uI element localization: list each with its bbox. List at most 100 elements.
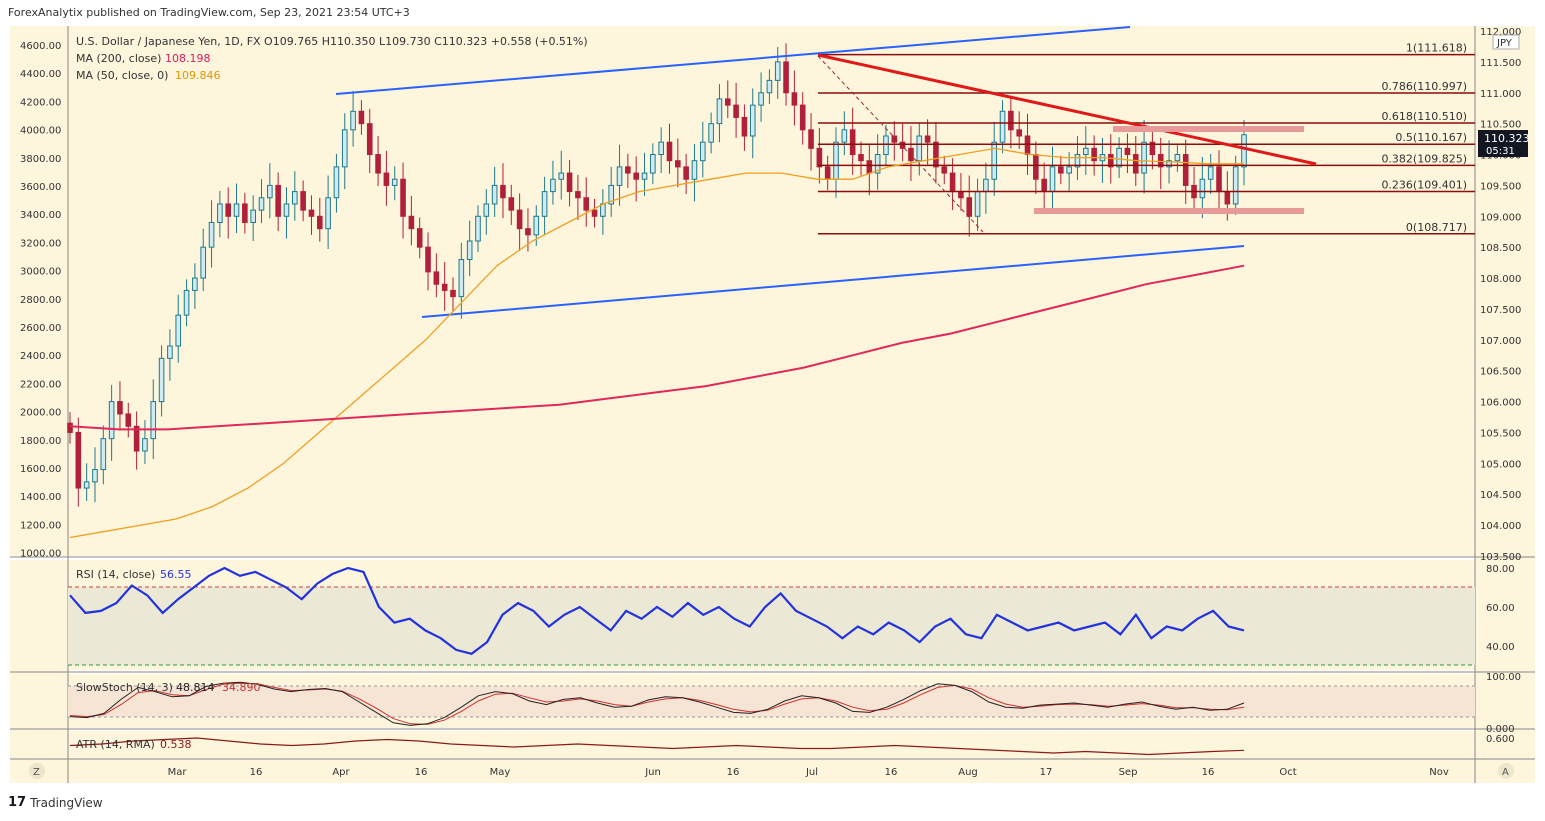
candle-body[interactable]: [125, 413, 132, 427]
candle-body[interactable]: [749, 104, 756, 137]
candle-body[interactable]: [1174, 154, 1181, 162]
candle-body[interactable]: [666, 141, 673, 162]
candle-body[interactable]: [583, 197, 590, 211]
candle-body[interactable]: [699, 141, 706, 162]
candle-body[interactable]: [233, 203, 240, 217]
candle-body[interactable]: [250, 209, 256, 223]
candle-body[interactable]: [1157, 154, 1164, 168]
candle-body[interactable]: [1041, 178, 1047, 193]
candle-body[interactable]: [733, 104, 739, 118]
candle-body[interactable]: [874, 154, 881, 174]
candle-body[interactable]: [791, 92, 798, 106]
candle-body[interactable]: [1124, 147, 1131, 156]
candle-body[interactable]: [67, 422, 73, 433]
tradingview-logo-icon[interactable]: 17: [8, 795, 27, 810]
candle-body[interactable]: [1033, 154, 1039, 180]
candle-body[interactable]: [983, 178, 989, 193]
drawings[interactable]: [335, 26, 1317, 318]
candle-body[interactable]: [1107, 154, 1114, 168]
candle-body[interactable]: [400, 178, 406, 217]
candle-body[interactable]: [958, 191, 964, 199]
candle-body[interactable]: [117, 401, 123, 415]
candle-body[interactable]: [1016, 129, 1022, 137]
candle-body[interactable]: [1182, 154, 1189, 186]
candle-body[interactable]: [142, 438, 148, 452]
candle-body[interactable]: [916, 135, 923, 162]
candle-body[interactable]: [1232, 166, 1239, 205]
candle-body[interactable]: [92, 469, 98, 483]
candle-body[interactable]: [550, 178, 556, 193]
candle-body[interactable]: [200, 246, 207, 279]
candle-body[interactable]: [1224, 191, 1231, 205]
candle-body[interactable]: [283, 203, 290, 217]
candle-body[interactable]: [100, 438, 107, 471]
atr-line[interactable]: [69, 737, 1245, 756]
candle-body[interactable]: [1074, 154, 1081, 168]
price-plot[interactable]: [67, 43, 1247, 507]
candle-body[interactable]: [341, 129, 348, 168]
support-zone[interactable]: [1034, 208, 1304, 214]
candle-body[interactable]: [516, 209, 523, 230]
candle-body[interactable]: [1141, 141, 1147, 174]
candle-body[interactable]: [808, 129, 814, 149]
candle-body[interactable]: [658, 141, 664, 156]
candle-body[interactable]: [108, 401, 115, 440]
candle-body[interactable]: [491, 184, 498, 205]
candle-body[interactable]: [1008, 110, 1014, 131]
candle-body[interactable]: [641, 172, 648, 180]
candle-body[interactable]: [933, 141, 939, 168]
candle-body[interactable]: [483, 203, 490, 217]
candle-body[interactable]: [242, 203, 248, 223]
candle-body[interactable]: [799, 104, 806, 131]
candle-body[interactable]: [275, 184, 281, 217]
candle-body[interactable]: [133, 425, 140, 452]
candle-body[interactable]: [633, 172, 639, 180]
candle-body[interactable]: [1207, 166, 1214, 180]
auto-scale-button[interactable]: [1498, 763, 1514, 779]
candle-body[interactable]: [724, 98, 731, 106]
rsi-line[interactable]: [69, 566, 1245, 655]
candle-body[interactable]: [1199, 178, 1206, 199]
stoch-d-line[interactable]: [69, 682, 1245, 725]
candle-body[interactable]: [300, 191, 306, 211]
candle-body[interactable]: [849, 129, 856, 156]
candle-body[interactable]: [741, 116, 748, 137]
candle-body[interactable]: [208, 221, 215, 248]
candle-body[interactable]: [75, 431, 82, 489]
candle-body[interactable]: [1132, 154, 1139, 174]
candle-body[interactable]: [758, 92, 764, 106]
candle-body[interactable]: [158, 357, 165, 403]
candle-body[interactable]: [1024, 135, 1031, 156]
candle-body[interactable]: [150, 401, 157, 440]
candle-body[interactable]: [366, 123, 373, 156]
tradingview-brand[interactable]: TradingView: [30, 795, 103, 810]
candle-body[interactable]: [1091, 147, 1097, 162]
candle-body[interactable]: [1216, 166, 1222, 193]
candle-body[interactable]: [475, 215, 481, 242]
zoom-button[interactable]: [29, 763, 45, 779]
candle-body[interactable]: [774, 61, 781, 81]
candle-body[interactable]: [691, 160, 698, 180]
candle-body[interactable]: [766, 79, 773, 94]
candle-body[interactable]: [416, 228, 423, 248]
candle-body[interactable]: [375, 154, 381, 174]
candle-body[interactable]: [949, 172, 956, 193]
candle-body[interactable]: [508, 197, 515, 211]
ma50-line[interactable]: [69, 147, 1244, 539]
candle-body[interactable]: [833, 141, 839, 180]
candle-body[interactable]: [217, 203, 223, 223]
candle-body[interactable]: [383, 172, 390, 186]
candle-body[interactable]: [225, 203, 231, 217]
candle-body[interactable]: [425, 246, 431, 273]
resistance-zone[interactable]: [1113, 126, 1304, 132]
candle-body[interactable]: [1116, 147, 1122, 168]
candle-body[interactable]: [841, 129, 848, 143]
candle-body[interactable]: [466, 240, 473, 261]
candle-body[interactable]: [391, 178, 398, 186]
candle-body[interactable]: [999, 110, 1006, 143]
candle-body[interactable]: [866, 160, 873, 174]
candle-body[interactable]: [292, 191, 298, 205]
currency-tag[interactable]: [1492, 34, 1520, 50]
candle-body[interactable]: [616, 166, 623, 186]
